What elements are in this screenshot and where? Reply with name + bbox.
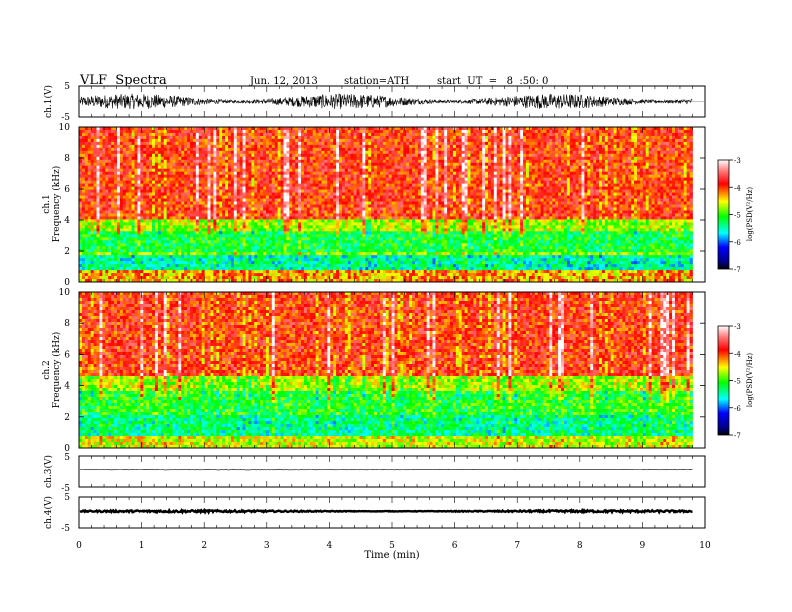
freq-tick-label: 2 xyxy=(64,413,70,423)
freq-tick-label: 2 xyxy=(64,247,70,257)
colorbar-tick-label: -5 xyxy=(734,212,741,220)
ch4-waveform-trace xyxy=(79,507,693,516)
ch2-spec-ylabel-channel: ch.2 xyxy=(42,360,52,379)
ch4-ylabel: ch.4(V) xyxy=(43,496,54,529)
freq-tick-label: 10 xyxy=(59,288,71,298)
ch2-freq-ticks: 0 2 4 6 8 10 xyxy=(59,288,705,454)
ch1-x-ticks xyxy=(78,86,706,117)
ch1-waveform-trace xyxy=(79,93,693,110)
freq-tick-label: 4 xyxy=(64,382,70,392)
freq-tick-label: 8 xyxy=(64,319,70,329)
start-time-label: start UT = 8 :50: 0 xyxy=(437,76,548,87)
freq-tick-label: 0 xyxy=(64,278,70,288)
ch3-waveform-trace xyxy=(79,468,693,471)
time-axis-tick-labels: 0 1 2 3 4 5 6 7 8 9 10 xyxy=(76,541,711,551)
time-tick-label: 5 xyxy=(389,541,395,551)
time-tick-label: 7 xyxy=(514,541,520,551)
freq-tick-label: 4 xyxy=(64,216,70,226)
ch4-waveform-panel: 5 -5 ch.4(V) xyxy=(43,493,706,534)
freq-tick-label: 6 xyxy=(64,350,70,360)
ch2-colorbar-gradient xyxy=(717,325,730,436)
ch1-colorbar-gradient xyxy=(717,159,730,270)
ch1-spectrogram-x-ticks xyxy=(78,127,706,282)
station-label: station=ATH xyxy=(344,76,409,87)
ch4-x-ticks xyxy=(78,497,706,528)
ch3-ytick-bottom: -5 xyxy=(61,484,70,494)
ch2-colorbar-ticks: -3 -4 -5 -6 -7 xyxy=(729,323,741,440)
ch2-spectrogram-panel: 0 2 4 6 8 10 ch.2 Frequency (kHz) -3 -4 -5 -6 -7 … xyxy=(42,288,754,454)
colorbar-tick-label: -4 xyxy=(734,350,741,358)
time-axis-label: Time (min) xyxy=(364,550,419,561)
freq-tick-label: 0 xyxy=(64,444,70,454)
time-tick-label: 0 xyxy=(76,541,82,551)
time-tick-label: 2 xyxy=(201,541,207,551)
date-label: Jun. 12, 2013 xyxy=(250,76,318,87)
colorbar-tick-label: -6 xyxy=(734,405,741,413)
ch1-colorbar-label: log(PSD(V²/Hz) xyxy=(746,187,754,242)
time-tick-label: 10 xyxy=(699,541,711,551)
ch1-spec-ylabel-frequency: Frequency (kHz) xyxy=(51,166,62,243)
ch1-waveform-panel: 5 -5 ch.1(V) xyxy=(43,82,706,123)
ch1-ytick-top: 5 xyxy=(64,82,70,92)
colorbar-tick-label: -4 xyxy=(734,184,741,192)
ch3-x-ticks xyxy=(78,456,706,487)
ch2-colorbar: -3 -4 -5 -6 -7 log(PSD(V²/Hz) xyxy=(717,323,754,440)
ch2-colorbar-label: log(PSD(V²/Hz) xyxy=(746,353,754,408)
ch1-spectrogram-panel: 0 2 4 6 8 10 ch.1 Frequency (kHz) -3 -4 -5 -6 -7 … xyxy=(42,123,754,288)
colorbar-tick-label: -3 xyxy=(734,157,741,165)
freq-tick-label: 10 xyxy=(59,123,71,133)
ch4-ytick-bottom: -5 xyxy=(61,524,70,534)
freq-tick-label: 6 xyxy=(64,185,70,195)
ch4-ytick-top: 5 xyxy=(64,493,70,503)
figure-title: VLF Spectra xyxy=(80,73,167,88)
ch2-spectrogram-image xyxy=(79,292,693,449)
ch2-spectrogram-x-ticks xyxy=(78,292,706,448)
ch1-spec-ylabel-channel: ch.1 xyxy=(42,194,52,213)
time-tick-label: 8 xyxy=(577,541,583,551)
time-tick-label: 3 xyxy=(264,541,270,551)
ch3-ylabel: ch.3(V) xyxy=(43,455,54,488)
ch1-ytick-bottom: -5 xyxy=(61,113,70,123)
ch1-spectrogram-image xyxy=(79,127,693,283)
ch2-spec-ylabel-frequency: Frequency (kHz) xyxy=(51,332,62,409)
colorbar-tick-label: -6 xyxy=(734,239,741,247)
colorbar-tick-label: -3 xyxy=(734,323,741,331)
colorbar-tick-label: -7 xyxy=(734,266,741,274)
freq-tick-label: 8 xyxy=(64,154,70,164)
colorbar-tick-label: -5 xyxy=(734,378,741,386)
ch1-ylabel: ch.1(V) xyxy=(43,85,54,118)
time-tick-label: 6 xyxy=(452,541,458,551)
time-tick-label: 4 xyxy=(327,541,333,551)
ch1-freq-ticks: 0 2 4 6 8 10 xyxy=(59,123,705,288)
ch3-waveform-panel: 5 -5 ch.3(V) xyxy=(43,453,706,494)
ch1-colorbar: -3 -4 -5 -6 -7 log(PSD(V²/Hz) xyxy=(717,157,754,274)
ch3-ytick-top: 5 xyxy=(64,453,70,463)
time-tick-label: 1 xyxy=(139,541,145,551)
colorbar-tick-label: -7 xyxy=(734,432,741,440)
ch1-colorbar-ticks: -3 -4 -5 -6 -7 xyxy=(729,157,741,274)
time-tick-label: 9 xyxy=(640,541,646,551)
